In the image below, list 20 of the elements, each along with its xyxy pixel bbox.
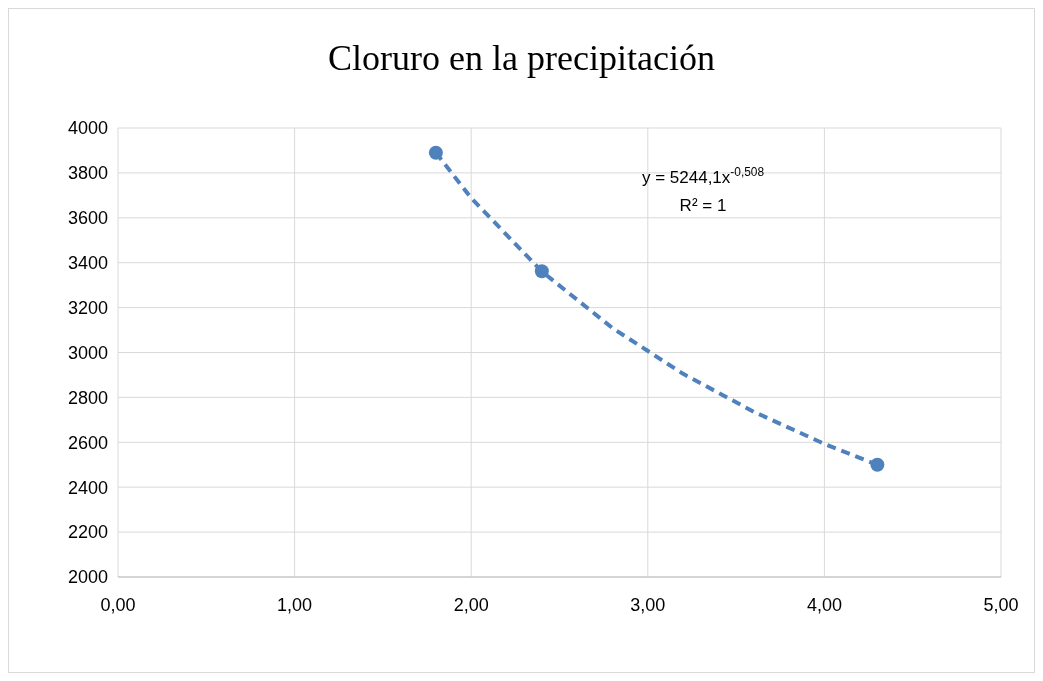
annotation: y = 5244,1x$^{-0,508}$ [641,165,765,187]
y-tick-label: 4000 [67,118,108,139]
x-tick-label: 2,00 [453,595,489,615]
y-tick-label: 2400 [67,477,108,498]
chart-title: Cloruro en la precipitación [328,38,715,78]
x-tick-label: 5,00 [983,595,1019,615]
y-tick-label: 3600 [67,208,108,229]
y-tick-label: 2200 [67,522,108,543]
x-tick-label: 1,00 [277,595,313,615]
y-tick-label: 3800 [67,163,108,184]
x-tick-label: 0,00 [100,595,136,615]
x-tick-label: 3,00 [630,595,666,615]
y-tick-label: 2800 [67,387,108,408]
y-tick-label: 2000 [67,567,108,588]
y-tick-label: 2600 [67,432,108,453]
y-tick-label: 3200 [67,297,108,318]
y-tick-label: 3000 [67,342,108,363]
annotation: R² = 1 [679,196,727,215]
y-tick-label: 3400 [67,253,108,273]
x-tick-label: 4,00 [806,595,842,615]
